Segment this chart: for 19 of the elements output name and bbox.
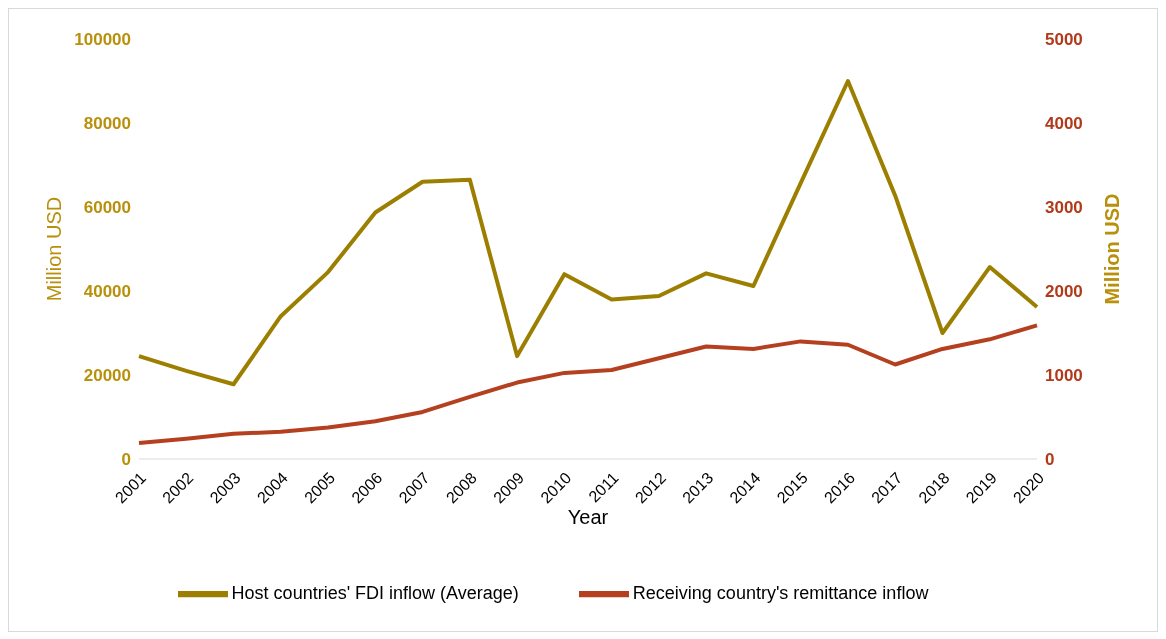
- y2-tick-label: 5000: [1045, 30, 1083, 50]
- y-tick-label: 0: [121, 450, 131, 470]
- x-axis-title: Year: [567, 506, 609, 528]
- y-tick-label: 80000: [83, 114, 131, 134]
- y-tick-label: 100000: [74, 30, 131, 50]
- y-tick-label: 40000: [83, 282, 131, 302]
- y2-tick-label: 2000: [1045, 282, 1083, 302]
- y-tick-label: 60000: [83, 198, 131, 218]
- y-tick-label: 20000: [83, 366, 131, 386]
- y2-tick-label: 4000: [1045, 114, 1083, 134]
- y2-tick-label: 0: [1045, 450, 1055, 470]
- y-axis-title: Million USD: [43, 196, 66, 302]
- y2-tick-label: 3000: [1045, 198, 1083, 218]
- y2-axis-title: Million USD: [1101, 193, 1124, 305]
- line-series: [137, 323, 1039, 446]
- legend-label: Host countries' FDI inflow (Average): [231, 582, 519, 603]
- legend-label: Receiving country's remittance inflow: [632, 582, 929, 603]
- y2-tick-label: 1000: [1045, 366, 1083, 386]
- line-series: [137, 79, 1039, 387]
